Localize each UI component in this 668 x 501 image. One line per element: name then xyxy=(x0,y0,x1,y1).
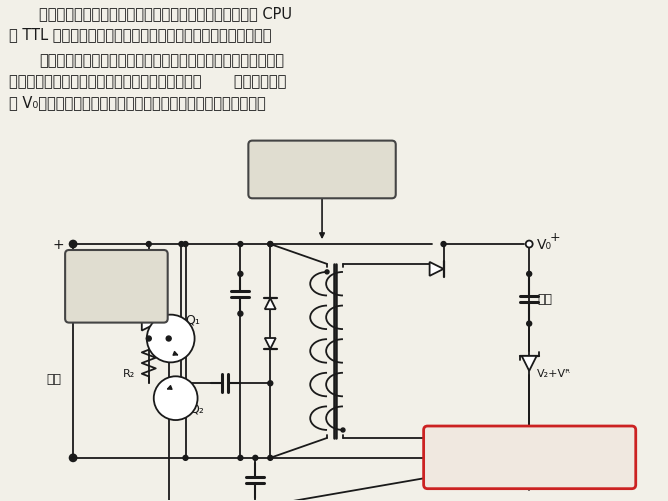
Circle shape xyxy=(146,242,151,247)
Text: 数是瞬间突发的现象，因此，最好的方法是采用图       那样的电路，: 数是瞬间突发的现象，因此，最好的方法是采用图 那样的电路， xyxy=(9,74,287,89)
Circle shape xyxy=(526,435,532,440)
Circle shape xyxy=(238,455,243,460)
Circle shape xyxy=(526,272,532,277)
Polygon shape xyxy=(265,338,276,349)
FancyBboxPatch shape xyxy=(248,141,395,199)
Circle shape xyxy=(166,336,171,341)
Circle shape xyxy=(526,454,532,461)
Circle shape xyxy=(341,428,345,432)
Circle shape xyxy=(238,312,243,317)
Circle shape xyxy=(69,241,77,248)
Circle shape xyxy=(268,455,273,460)
Text: Q₁: Q₁ xyxy=(186,313,200,326)
Circle shape xyxy=(146,336,151,341)
Circle shape xyxy=(179,242,184,247)
Polygon shape xyxy=(265,299,276,310)
Text: 开关稳压器过压类型中，电压慢慢上升的情况是很少见到的，多: 开关稳压器过压类型中，电压慢慢上升的情况是很少见到的，多 xyxy=(39,53,284,68)
Circle shape xyxy=(526,455,532,460)
Text: V₀: V₀ xyxy=(537,237,552,252)
Circle shape xyxy=(183,242,188,247)
Text: R₁: R₁ xyxy=(123,267,135,277)
Circle shape xyxy=(268,242,273,247)
Text: +: + xyxy=(52,237,64,252)
Text: 当控制电路发生某种异常，输出电压升高时，负载一侧的 CPU: 当控制电路发生某种异常，输出电压升高时，负载一侧的 CPU xyxy=(39,7,292,22)
Text: R₂: R₂ xyxy=(123,369,135,379)
Text: 硅的耐压以: 硅的耐压以 xyxy=(98,278,135,291)
Circle shape xyxy=(441,242,446,247)
Polygon shape xyxy=(430,263,444,277)
Circle shape xyxy=(325,271,329,275)
Circle shape xyxy=(238,242,243,247)
Circle shape xyxy=(517,440,541,464)
Text: V₂+Vᴿ: V₂+Vᴿ xyxy=(537,369,571,379)
Circle shape xyxy=(268,381,273,386)
FancyBboxPatch shape xyxy=(65,250,168,323)
Circle shape xyxy=(526,322,532,327)
Circle shape xyxy=(71,242,75,247)
Text: 0: 0 xyxy=(537,451,545,464)
Text: 分压超可控: 分压超可控 xyxy=(98,263,135,276)
Circle shape xyxy=(253,455,258,460)
Text: 下: 下 xyxy=(113,294,120,307)
Circle shape xyxy=(154,377,198,420)
Text: Iₕ₁: Iₕ₁ xyxy=(153,301,164,311)
Bar xyxy=(513,438,545,488)
Text: 输出: 输出 xyxy=(537,293,552,306)
Text: 电流需在可控硅: 电流需在可控硅 xyxy=(296,158,348,171)
Circle shape xyxy=(268,242,273,247)
Text: 输入: 输入 xyxy=(47,372,61,385)
Text: Q₂: Q₂ xyxy=(190,402,204,415)
Text: 当 V₀达到某一数值以上时，光电可控硅等元件使开关停止动作。: 当 V₀达到某一数值以上时，光电可控硅等元件使开关停止动作。 xyxy=(9,95,266,110)
Circle shape xyxy=(526,241,532,248)
Circle shape xyxy=(183,455,188,460)
Polygon shape xyxy=(142,317,156,331)
Text: 的维持电流以上: 的维持电流以上 xyxy=(296,175,348,188)
Text: 输出电压V₀≥V₂+Vᴿ: 输出电压V₀≥V₂+Vᴿ xyxy=(484,438,576,451)
Text: +: + xyxy=(550,230,560,243)
Circle shape xyxy=(69,454,77,461)
Circle shape xyxy=(238,272,243,277)
Polygon shape xyxy=(522,356,536,371)
Circle shape xyxy=(147,315,194,363)
FancyBboxPatch shape xyxy=(424,426,636,488)
Text: 及 TTL 等电路元器件就会受到损坏，因而要附加过压保护电路。: 及 TTL 等电路元器件就会受到损坏，因而要附加过压保护电路。 xyxy=(9,27,272,42)
Circle shape xyxy=(71,455,75,460)
Text: 时，光电耦合器导通: 时，光电耦合器导通 xyxy=(496,458,563,471)
Polygon shape xyxy=(521,466,537,482)
